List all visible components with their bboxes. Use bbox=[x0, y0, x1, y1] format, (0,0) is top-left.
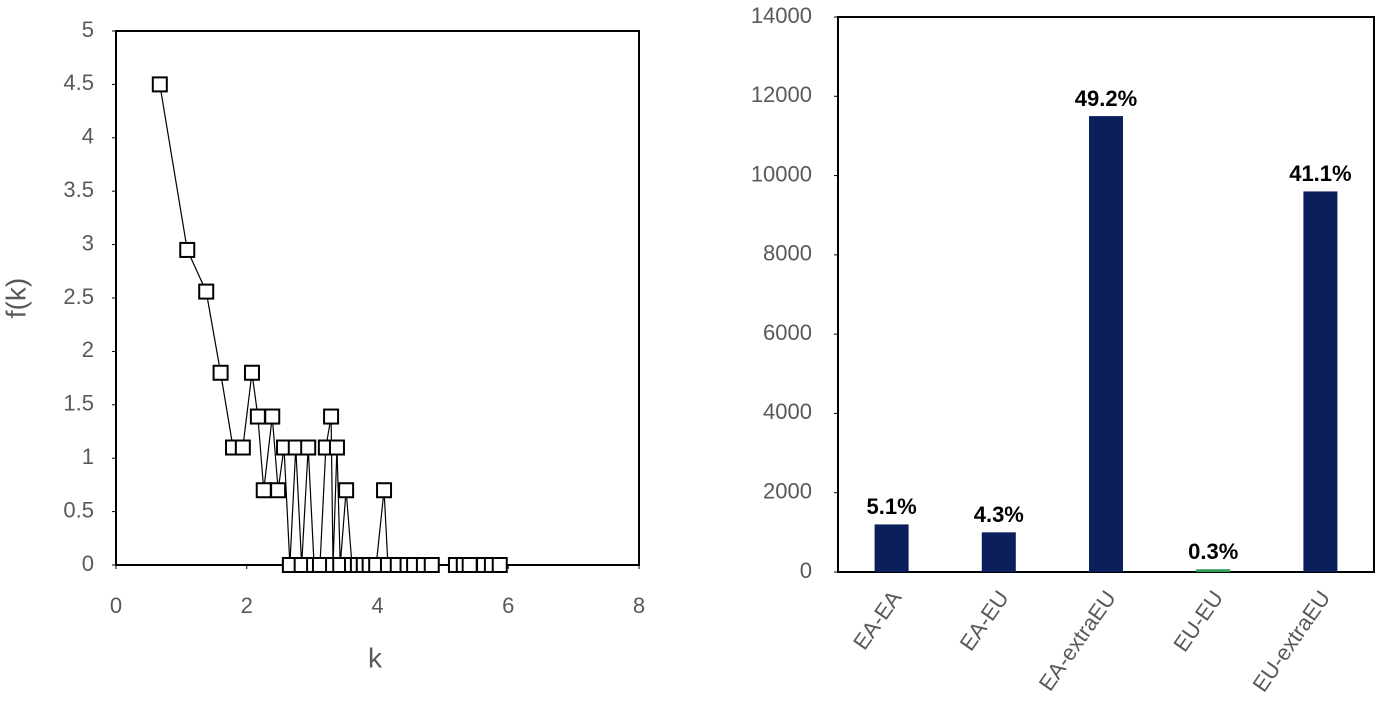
marker bbox=[328, 439, 345, 456]
marker bbox=[212, 364, 229, 381]
marker bbox=[491, 557, 508, 573]
y-tick-label: 4000 bbox=[763, 399, 812, 424]
y-tick-label: 14000 bbox=[751, 3, 812, 28]
y-tick-label: 1 bbox=[82, 444, 94, 469]
marker bbox=[376, 482, 393, 499]
marker bbox=[461, 557, 478, 573]
marker bbox=[249, 408, 266, 425]
marker bbox=[243, 364, 260, 381]
bar bbox=[1089, 116, 1123, 572]
marker bbox=[264, 408, 281, 425]
x-tick-label: EA-extraEU bbox=[1034, 586, 1121, 695]
marker bbox=[255, 482, 272, 499]
y-tick-label: 5 bbox=[82, 17, 94, 42]
y-tick-label: 4 bbox=[82, 124, 94, 149]
bar bbox=[874, 524, 909, 572]
y-tick-label: 2 bbox=[82, 337, 94, 362]
bar bbox=[1196, 569, 1231, 572]
y-tick-label: 3.5 bbox=[63, 177, 94, 202]
marker bbox=[198, 283, 215, 300]
value-label: 41.1% bbox=[1289, 161, 1351, 186]
y-tick-label: 0 bbox=[82, 551, 94, 576]
y-tick-label: 4.5 bbox=[63, 70, 94, 95]
x-tick-label: EA-EA bbox=[848, 586, 907, 655]
x-tick-label: 0 bbox=[110, 593, 122, 618]
marker bbox=[270, 482, 287, 499]
bar bbox=[1303, 191, 1338, 572]
y-tick-label: 2000 bbox=[763, 479, 812, 504]
data-line bbox=[159, 84, 500, 566]
y-tick-label: 10000 bbox=[751, 161, 812, 186]
x-tick-label: 4 bbox=[371, 593, 383, 618]
y-tick-label: 1.5 bbox=[63, 391, 94, 416]
marker bbox=[300, 439, 317, 456]
bar bbox=[981, 532, 1016, 572]
marker bbox=[234, 439, 251, 456]
x-tick-label: EU-extraEU bbox=[1247, 586, 1335, 696]
y-tick-label: 6000 bbox=[763, 320, 812, 345]
y-tick-label: 0 bbox=[800, 558, 812, 583]
value-label: 5.1% bbox=[867, 494, 917, 519]
x-tick-label: 8 bbox=[633, 593, 645, 618]
x-tick-label: EU-EU bbox=[1168, 586, 1228, 656]
y-tick-label: 2.5 bbox=[63, 284, 94, 309]
value-label: 49.2% bbox=[1075, 86, 1137, 111]
marker bbox=[323, 408, 340, 425]
y-tick-label: 12000 bbox=[751, 82, 812, 107]
y-tick-label: 3 bbox=[82, 230, 94, 255]
marker bbox=[338, 482, 355, 499]
y-tick-label: 8000 bbox=[763, 241, 812, 266]
marker bbox=[311, 557, 328, 573]
value-label: 0.3% bbox=[1188, 539, 1238, 564]
x-axis-label: k bbox=[368, 642, 383, 673]
marker bbox=[151, 76, 168, 93]
marker bbox=[423, 557, 440, 573]
y-tick-label: 0.5 bbox=[63, 497, 94, 522]
x-tick-label: 6 bbox=[502, 593, 514, 618]
x-tick-label: 2 bbox=[241, 593, 253, 618]
x-tick-label: EA-EU bbox=[955, 586, 1014, 655]
y-axis-label: f(k) bbox=[0, 278, 31, 318]
value-label: 4.3% bbox=[974, 502, 1024, 527]
marker bbox=[179, 241, 196, 258]
